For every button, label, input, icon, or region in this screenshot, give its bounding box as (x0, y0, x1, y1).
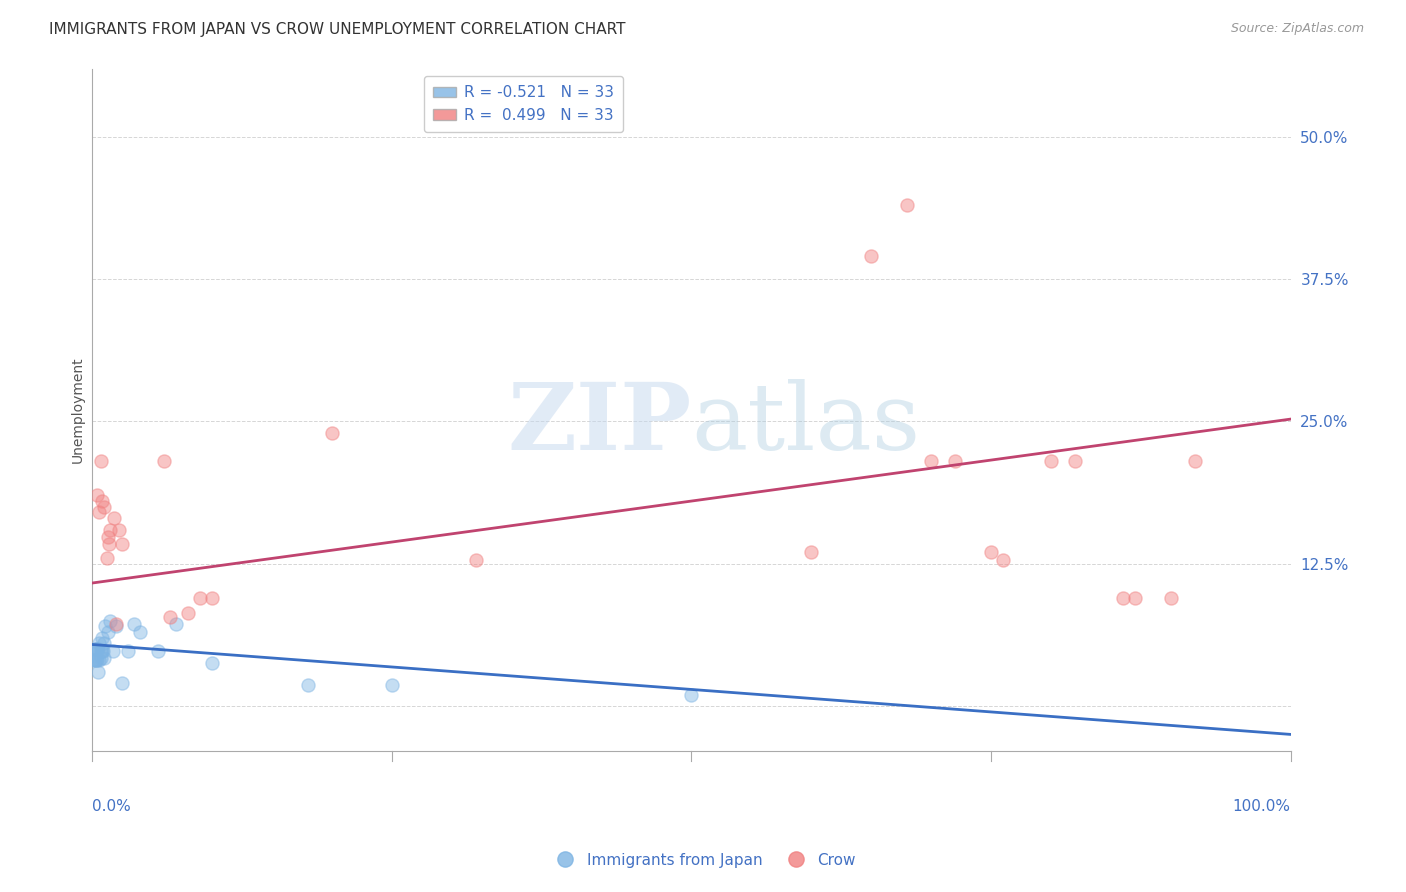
Y-axis label: Unemployment: Unemployment (72, 357, 86, 463)
Point (1123, 591, 1146, 605)
Point (681, 688, 703, 702)
Point (188, 591, 211, 605)
Point (381, 678, 404, 692)
Point (84, 642, 107, 657)
Point (321, 425, 343, 440)
Point (1160, 591, 1182, 605)
Legend: R = -0.521   N = 33, R =  0.499   N = 33: R = -0.521 N = 33, R = 0.499 N = 33 (425, 76, 623, 132)
Point (943, 454, 966, 468)
Point (98, 523, 121, 537)
Point (122, 617, 145, 632)
Point (86, 653, 108, 667)
Legend: Immigrants from Japan, Crow: Immigrants from Japan, Crow (544, 847, 862, 873)
Point (96, 551, 118, 566)
Point (129, 624, 152, 639)
Point (93, 636, 115, 650)
Point (101, 644, 124, 658)
Point (111, 537, 134, 551)
Point (87, 665, 110, 679)
Point (93, 651, 115, 665)
Point (89, 636, 111, 650)
Point (153, 454, 176, 468)
Point (980, 545, 1002, 559)
Point (86, 488, 108, 502)
Point (1063, 454, 1085, 468)
Point (201, 591, 224, 605)
Text: ZIP: ZIP (508, 379, 692, 468)
Point (297, 678, 319, 692)
Point (90, 494, 112, 508)
Point (159, 610, 181, 624)
Text: 100.0%: 100.0% (1233, 799, 1291, 814)
Point (87, 642, 110, 657)
Point (800, 545, 823, 559)
Point (97, 531, 120, 545)
Point (86, 642, 108, 657)
Point (177, 606, 200, 620)
Point (201, 656, 224, 670)
Text: 0.0%: 0.0% (93, 799, 131, 814)
Point (464, 553, 486, 567)
Point (90, 631, 112, 645)
Point (90, 454, 112, 468)
Text: Source: ZipAtlas.com: Source: ZipAtlas.com (1230, 22, 1364, 36)
Point (90, 644, 112, 658)
Point (111, 676, 134, 690)
Point (107, 523, 129, 537)
Point (896, 198, 918, 212)
Point (84, 653, 107, 667)
Point (860, 249, 883, 263)
Point (105, 619, 128, 633)
Point (97, 537, 120, 551)
Point (103, 511, 125, 525)
Point (89, 653, 111, 667)
Point (83, 642, 105, 657)
Point (94, 619, 117, 633)
Point (146, 644, 169, 658)
Point (98, 614, 121, 628)
Point (90, 644, 112, 658)
Point (1112, 591, 1135, 605)
Point (91, 644, 114, 658)
Point (165, 617, 187, 632)
Point (105, 617, 128, 632)
Point (93, 500, 115, 514)
Point (920, 454, 942, 468)
Point (1184, 454, 1206, 468)
Text: atlas: atlas (692, 379, 921, 468)
Text: IMMIGRANTS FROM JAPAN VS CROW UNEMPLOYMENT CORRELATION CHART: IMMIGRANTS FROM JAPAN VS CROW UNEMPLOYME… (49, 22, 626, 37)
Point (1039, 454, 1062, 468)
Point (991, 553, 1014, 567)
Point (97, 624, 120, 639)
Point (83, 653, 105, 667)
Point (82, 653, 104, 667)
Point (117, 644, 139, 658)
Point (90, 651, 112, 665)
Point (89, 505, 111, 519)
